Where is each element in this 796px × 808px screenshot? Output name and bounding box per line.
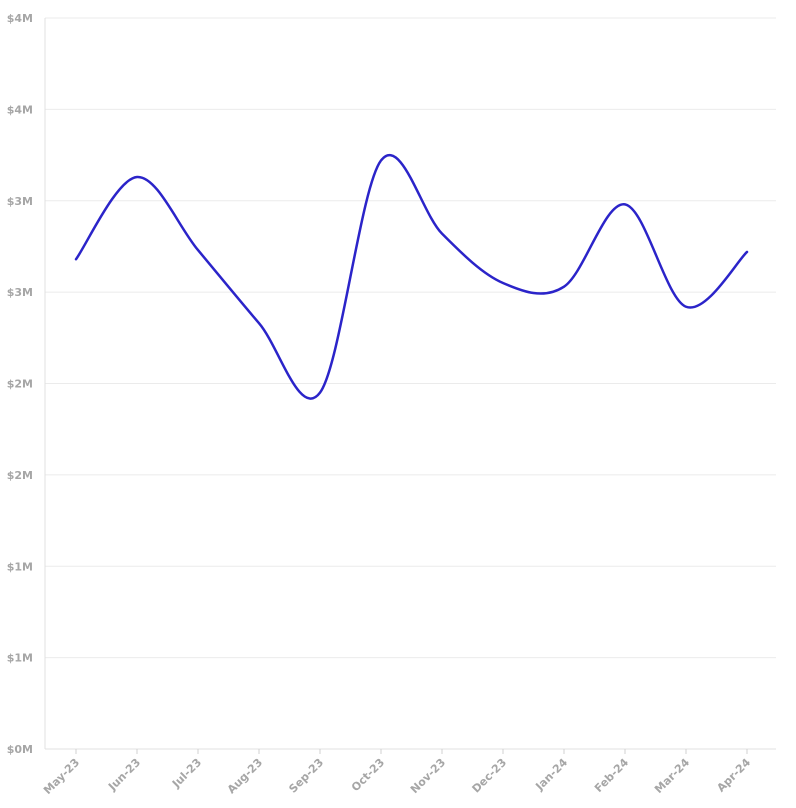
y-tick-label: $3M: [7, 195, 33, 208]
x-tick-label: Sep-23: [286, 756, 326, 796]
x-tick-label: Jan-24: [532, 756, 570, 794]
y-tick-label: $4M: [7, 12, 33, 25]
x-tick-label: Nov-23: [408, 756, 448, 796]
x-tick-label: Feb-24: [592, 756, 631, 795]
x-tick-label: Jun-23: [105, 756, 143, 794]
y-tick-label: $0M: [7, 743, 33, 756]
y-tick-label: $1M: [7, 560, 33, 573]
x-tick-label: Aug-23: [225, 756, 265, 796]
series-line: [74, 154, 749, 400]
x-axis: May-23 Jun-23 Jul-23 Aug-23 Sep-23 Oct-23 Nov-…: [41, 748, 776, 797]
y-axis: $0M $1M $1M $2M $2M $3M $3M $4M $4M: [7, 12, 46, 756]
x-tick-label: Jul-23: [169, 756, 204, 791]
x-tick-label: Mar-24: [652, 756, 692, 796]
series-layer: [74, 154, 749, 400]
y-tick-label: $1M: [7, 652, 33, 665]
y-tick-label: $3M: [7, 286, 33, 299]
x-tick-label: Oct-23: [349, 756, 387, 794]
y-tick-label: $2M: [7, 469, 33, 482]
y-tick-label: $4M: [7, 103, 33, 116]
gridlines: [45, 17, 776, 750]
x-tick-label: May-23: [41, 756, 82, 797]
x-tick-label: Apr-24: [714, 756, 753, 795]
x-tick-label: Dec-23: [470, 756, 510, 796]
y-tick-label: $2M: [7, 378, 33, 391]
